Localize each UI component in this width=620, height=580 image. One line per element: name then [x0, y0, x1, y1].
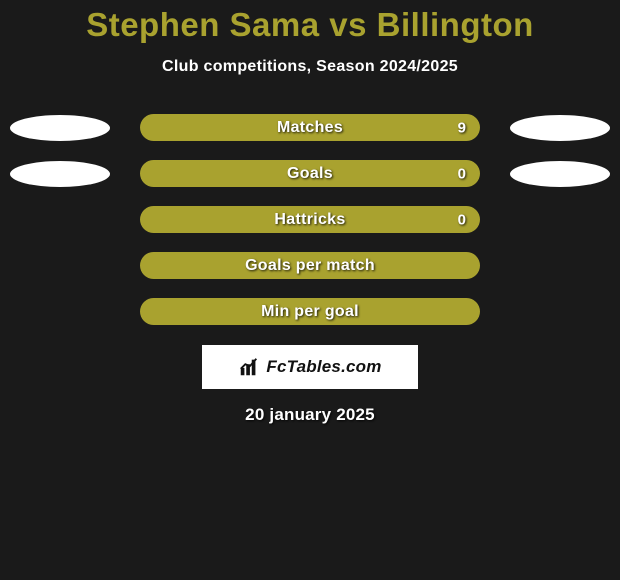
left-oval	[10, 115, 110, 141]
stat-bar: Matches 9	[140, 114, 480, 141]
stat-label: Matches	[277, 119, 343, 137]
stat-label: Goals per match	[245, 257, 375, 275]
date-label: 20 january 2025	[0, 405, 620, 425]
brand-text: FcTables.com	[266, 357, 381, 377]
stat-value: 9	[458, 119, 466, 136]
stat-row: Hattricks 0	[0, 206, 620, 233]
stat-bar: Goals 0	[140, 160, 480, 187]
right-oval	[510, 115, 610, 141]
stat-rows: Matches 9 Goals 0 Hattricks 0 Goals per match M…	[0, 114, 620, 325]
left-oval	[10, 161, 110, 187]
stat-value: 0	[458, 211, 466, 228]
page-title: Stephen Sama vs Billington	[0, 6, 620, 44]
stat-bar: Min per goal	[140, 298, 480, 325]
stat-row: Goals 0	[0, 160, 620, 187]
stat-row: Matches 9	[0, 114, 620, 141]
stat-value: 0	[458, 165, 466, 182]
right-oval	[510, 161, 610, 187]
stat-label: Min per goal	[261, 303, 359, 321]
stat-row: Goals per match	[0, 252, 620, 279]
brand-badge: FcTables.com	[202, 345, 418, 389]
stat-label: Hattricks	[274, 211, 345, 229]
stat-row: Min per goal	[0, 298, 620, 325]
stat-bar: Hattricks 0	[140, 206, 480, 233]
barchart-icon	[238, 356, 260, 378]
subtitle: Club competitions, Season 2024/2025	[0, 58, 620, 76]
stat-label: Goals	[287, 165, 333, 183]
stat-bar: Goals per match	[140, 252, 480, 279]
